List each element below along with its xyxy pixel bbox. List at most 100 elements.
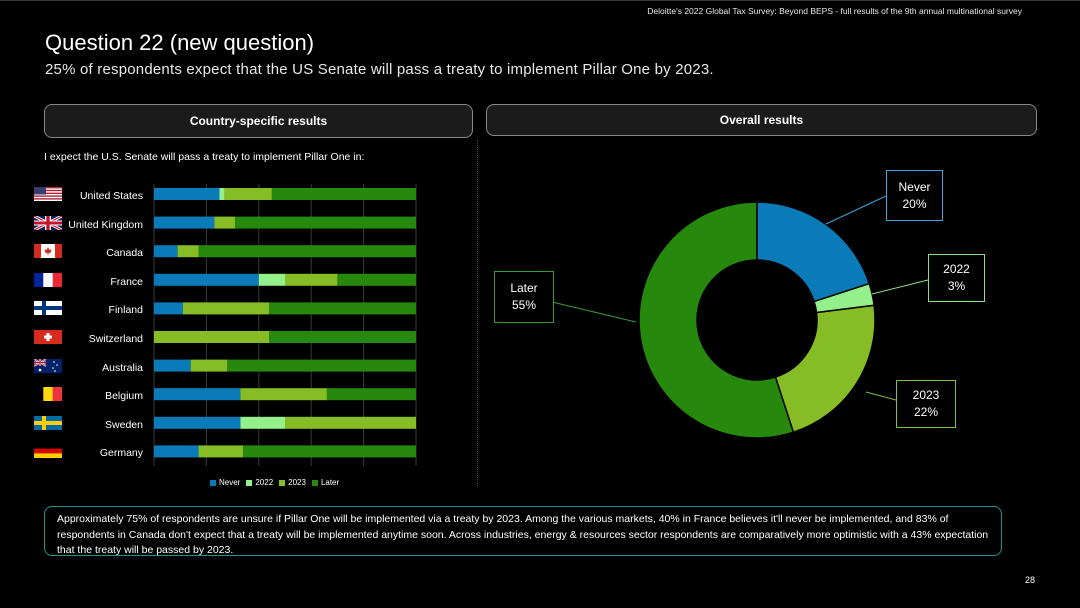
country-row: Sweden bbox=[0, 415, 150, 436]
country-row: Germany bbox=[0, 444, 150, 464]
tab-country-specific[interactable]: Country-specific results bbox=[44, 104, 473, 138]
bar-segment-2022-sweden bbox=[240, 416, 285, 429]
legend-never: Never bbox=[210, 478, 240, 487]
bar-segment-never-germany bbox=[154, 445, 199, 458]
donut-slice-2023 bbox=[774, 304, 876, 434]
summary-box: Approximately 75% of respondents are uns… bbox=[44, 506, 1002, 556]
country-label: United Kingdom bbox=[68, 218, 143, 231]
flag-uk-icon bbox=[34, 215, 62, 230]
country-label: Canada bbox=[106, 247, 143, 260]
callout-never-pct: 20% bbox=[902, 196, 927, 211]
legend-swatch-later bbox=[311, 479, 318, 486]
bar-segment-2023-australia bbox=[190, 359, 228, 372]
callout-later-label: Later bbox=[510, 281, 538, 295]
legend-2023: 2023 bbox=[279, 478, 306, 487]
bar-segment-never-france bbox=[154, 273, 259, 286]
legend-2022: 2022 bbox=[246, 478, 273, 487]
bar-segment-never-canada bbox=[154, 245, 178, 258]
bar-segment-2023-united-kingdom bbox=[214, 216, 236, 229]
bar-segment-later-switzerland bbox=[269, 331, 416, 343]
country-row: Canada bbox=[0, 244, 150, 264]
page-title: Question 22 (new question) bbox=[45, 30, 315, 55]
flag-de-icon bbox=[34, 444, 62, 459]
bar-segment-later-united-kingdom bbox=[235, 216, 416, 229]
flag-ca-icon bbox=[34, 244, 62, 259]
leader-2022 bbox=[871, 279, 929, 295]
bar-segment-2023-germany bbox=[198, 445, 244, 458]
tab-overall[interactable]: Overall results bbox=[486, 104, 1037, 136]
flag-ch-icon bbox=[34, 330, 62, 344]
bar-segment-never-australia bbox=[154, 359, 191, 372]
legend-swatch-2022 bbox=[246, 479, 253, 486]
legend-swatch-2023 bbox=[279, 479, 286, 486]
page-subtitle: 25% of respondents expect that the US Se… bbox=[45, 61, 714, 78]
bar-segment-later-australia bbox=[227, 359, 416, 372]
donut-slice-2022 bbox=[813, 282, 875, 314]
top-rule bbox=[0, 0, 1080, 1]
callout-later: Later 55% bbox=[494, 271, 554, 323]
legend-label-2022: 2022 bbox=[255, 478, 274, 487]
callout-2022-label: 2022 bbox=[943, 262, 970, 276]
bar-segment-2023-finland bbox=[182, 302, 270, 315]
leader-never bbox=[825, 195, 887, 225]
country-label: Australia bbox=[102, 361, 143, 374]
survey-line: Deloitte's 2022 Global Tax Survey: Beyon… bbox=[647, 6, 1022, 16]
bar-segment-later-finland bbox=[269, 302, 416, 315]
bar-segment-never-sweden bbox=[154, 416, 241, 429]
flag-fi-icon bbox=[34, 301, 62, 316]
callout-2023: 2023 22% bbox=[896, 380, 956, 428]
country-label: Germany bbox=[99, 447, 143, 460]
bar-segment-later-united-states bbox=[271, 188, 416, 200]
callout-never: Never 20% bbox=[886, 170, 943, 221]
bar-segment-never-belgium bbox=[154, 388, 241, 401]
country-label: Belgium bbox=[105, 390, 143, 403]
bar-segment-2023-canada bbox=[177, 245, 199, 258]
question-text: I expect the U.S. Senate will pass a tre… bbox=[44, 151, 365, 163]
callout-2023-pct: 22% bbox=[913, 405, 939, 419]
bar-segment-2023-sweden bbox=[285, 416, 416, 429]
country-label: Finland bbox=[108, 304, 143, 317]
callout-never-label: Never bbox=[898, 179, 931, 194]
bar-segment-2022-united-states bbox=[219, 188, 225, 200]
bar-segment-2023-united-states bbox=[224, 188, 272, 200]
country-label: Switzerland bbox=[88, 333, 143, 345]
bar-segment-later-belgium bbox=[326, 388, 416, 401]
legend-label-never: Never bbox=[219, 478, 241, 487]
country-row: Belgium bbox=[0, 387, 150, 407]
bar-segment-2023-switzerland bbox=[154, 331, 270, 343]
bar-segment-2022-france bbox=[258, 273, 285, 286]
callout-2023-label: 2023 bbox=[912, 388, 940, 402]
bar-segment-2023-belgium bbox=[240, 388, 327, 401]
country-row: United Kingdom bbox=[0, 215, 150, 236]
country-row: United States bbox=[0, 187, 150, 207]
bar-segment-2023-france bbox=[285, 273, 338, 286]
country-label: France bbox=[110, 275, 143, 288]
legend-label-2023: 2023 bbox=[288, 478, 306, 487]
bar-legend: Never 2022 2023 Later bbox=[210, 478, 339, 487]
country-row: France bbox=[0, 272, 150, 293]
flag-be-icon bbox=[34, 387, 62, 402]
callout-2022-pct: 3% bbox=[947, 279, 966, 293]
legend-later: Later bbox=[311, 478, 339, 487]
bar-segment-never-united-kingdom bbox=[154, 216, 215, 229]
donut-chart bbox=[551, 195, 929, 439]
country-row: Switzerland bbox=[0, 330, 150, 350]
bar-segment-later-germany bbox=[243, 445, 416, 458]
bar-segment-later-canada bbox=[198, 245, 416, 258]
bar-segment-never-united-states bbox=[154, 188, 220, 200]
donut-slice-never bbox=[756, 201, 871, 303]
country-row: Australia bbox=[0, 358, 150, 379]
callout-later-pct: 55% bbox=[511, 298, 537, 312]
leader-2023 bbox=[865, 391, 897, 401]
flag-au-icon bbox=[34, 358, 62, 373]
bar-segment-never-finland bbox=[154, 302, 183, 315]
flag-us-icon bbox=[34, 187, 62, 201]
page-number: 28 bbox=[1024, 575, 1035, 585]
legend-swatch-never bbox=[210, 479, 216, 486]
bar-segment-later-france bbox=[337, 273, 416, 286]
donut-slice-later bbox=[638, 201, 795, 439]
stacked-bar-chart bbox=[153, 184, 417, 466]
callout-2022: 2022 3% bbox=[928, 254, 985, 302]
country-row: Finland bbox=[0, 301, 150, 321]
country-label: United States bbox=[79, 190, 143, 202]
